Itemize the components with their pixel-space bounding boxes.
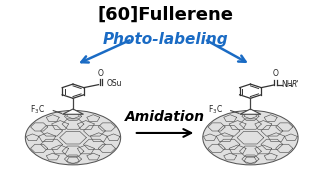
Text: Photo-labeling: Photo-labeling [102,32,228,47]
Text: [60]Fullerene: [60]Fullerene [97,5,233,23]
Text: OSu: OSu [107,79,122,88]
Text: R': R' [291,80,299,89]
Polygon shape [62,109,83,114]
Polygon shape [240,109,261,114]
Text: O: O [98,69,104,78]
Text: Amidation: Amidation [125,110,205,124]
Text: $\mathsf{F_3C}$: $\mathsf{F_3C}$ [208,104,222,116]
Circle shape [203,110,298,165]
Text: NH: NH [281,80,293,89]
Text: O: O [273,69,278,78]
Circle shape [25,110,121,165]
Text: $\mathsf{F_3C}$: $\mathsf{F_3C}$ [30,104,45,116]
